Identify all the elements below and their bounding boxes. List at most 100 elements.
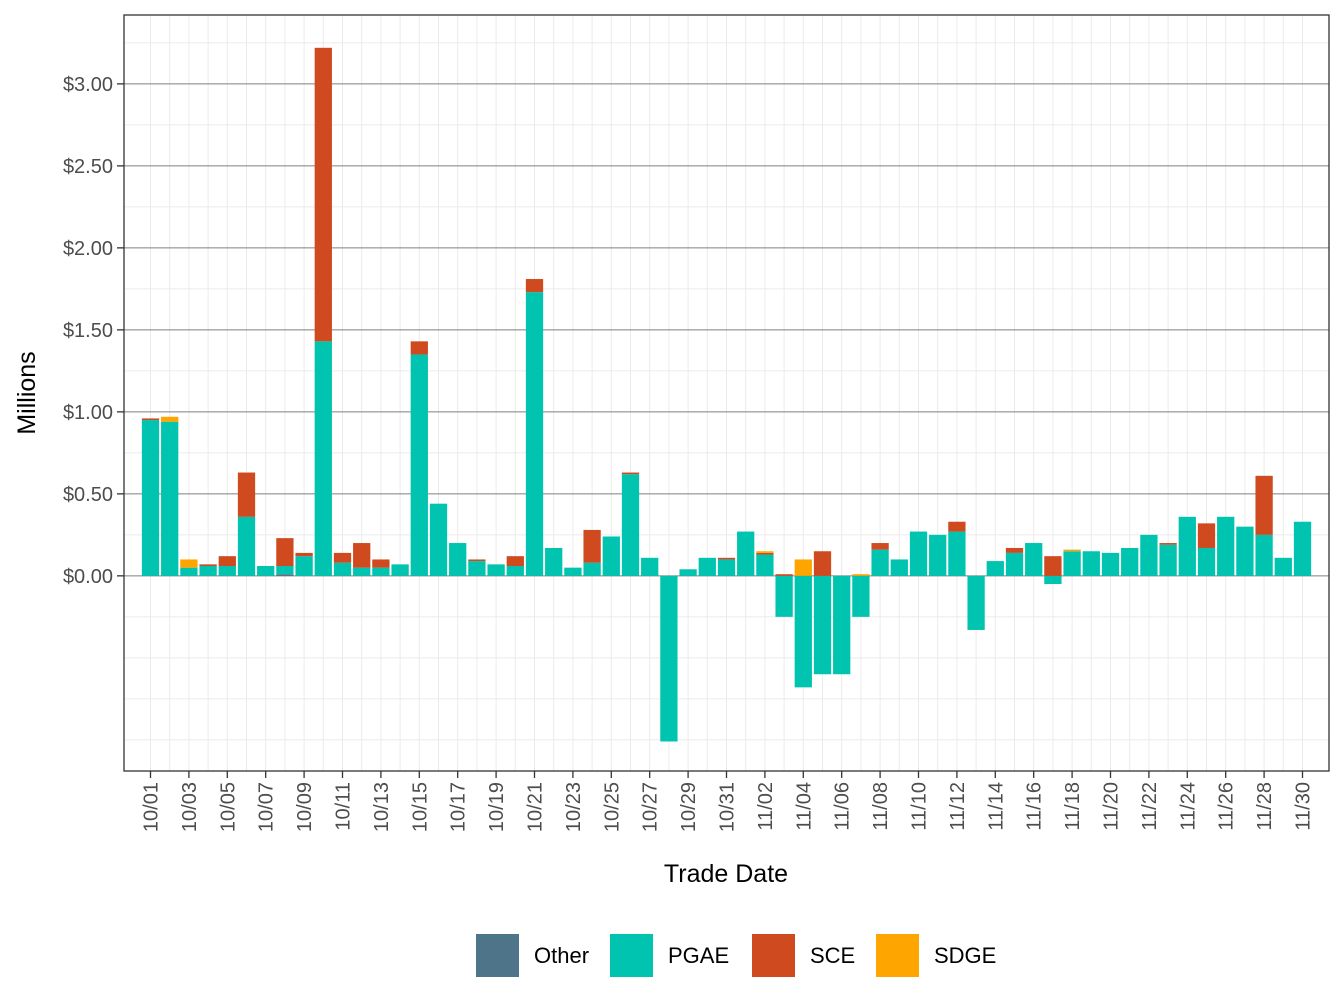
- y-tick-label: $2.50: [63, 156, 113, 178]
- bar-pgae-11-17: [1044, 575, 1062, 585]
- bar-sce-11-03: [775, 574, 793, 576]
- bar-pgae-11-01: [737, 531, 755, 576]
- bar-pgae-11-21: [1121, 547, 1139, 576]
- x-tick-label: 11/14: [985, 782, 1007, 831]
- x-tick-label: 10/23: [563, 782, 585, 832]
- x-tick-label: 11/08: [870, 782, 892, 831]
- bar-sce-10-01: [141, 418, 160, 421]
- bar-sce-11-12: [948, 521, 966, 532]
- bar-sdge-11-07: [852, 574, 870, 576]
- x-tick-label: 10/13: [371, 782, 393, 832]
- y-tick-label: $3.00: [63, 74, 113, 96]
- bar-sce-11-25: [1197, 523, 1216, 548]
- x-tick-label: 10/17: [448, 782, 470, 832]
- bar-sce-11-23: [1159, 543, 1177, 545]
- bar-sdge-10-02: [161, 416, 179, 422]
- bars-layer: [141, 47, 1312, 742]
- bar-sce-10-06: [237, 472, 256, 517]
- x-tick-label: 11/10: [909, 782, 931, 831]
- bar-pgae-11-22: [1140, 534, 1158, 576]
- y-tick-label: $1.00: [63, 402, 113, 424]
- x-tick-label: 10/19: [486, 782, 508, 832]
- bar-pgae-11-04: [794, 575, 812, 688]
- x-tick-label: 10/21: [525, 782, 547, 832]
- bar-pgae-11-28: [1255, 534, 1273, 576]
- bar-pgae-11-26: [1217, 516, 1235, 576]
- bar-sce-10-11: [333, 552, 352, 563]
- bar-pgae-10-09: [295, 556, 313, 576]
- bar-pgae-10-14: [391, 564, 409, 576]
- bar-pgae-10-27: [641, 557, 659, 576]
- bar-pgae-10-19: [487, 564, 505, 576]
- bar-pgae-11-23: [1159, 544, 1177, 576]
- bar-pgae-11-24: [1178, 516, 1196, 576]
- bar-other-10-08: [276, 574, 294, 576]
- bar-sce-11-28: [1255, 475, 1273, 535]
- bar-pgae-10-22: [545, 547, 563, 576]
- bar-pgae-10-08: [276, 566, 294, 575]
- bar-sce-10-12: [353, 543, 371, 568]
- legend-label-pgae: PGAE: [668, 943, 729, 968]
- x-axis-title: Trade Date: [664, 860, 788, 888]
- bar-pgae-10-12: [353, 567, 371, 576]
- bar-pgae-11-03: [775, 575, 793, 617]
- bar-pgae-10-11: [333, 562, 352, 576]
- bar-sce-10-21: [525, 279, 544, 293]
- legend-label-other: Other: [534, 943, 589, 968]
- x-tick-label: 10/25: [601, 782, 623, 832]
- x-tick-label: 11/16: [1024, 782, 1046, 831]
- bar-pgae-11-20: [1101, 552, 1120, 576]
- bar-pgae-11-11: [929, 534, 947, 576]
- bar-sce-11-15: [1005, 547, 1024, 553]
- bar-sce-10-04: [199, 564, 217, 567]
- bar-pgae-11-16: [1025, 543, 1043, 576]
- bar-sdge-11-18: [1063, 549, 1081, 552]
- legend-key-pgae: [610, 934, 653, 977]
- bar-sdge-11-02: [756, 551, 774, 553]
- bar-sce-11-02: [756, 552, 774, 555]
- bar-pgae-11-06: [833, 575, 851, 675]
- legend-key-sce: [752, 934, 795, 977]
- bar-pgae-10-26: [621, 474, 640, 576]
- bar-sce-10-15: [410, 341, 428, 355]
- bar-sdge-11-04: [794, 559, 812, 576]
- bar-pgae-10-07: [257, 566, 275, 576]
- x-tick-label: 10/03: [179, 782, 201, 832]
- bar-pgae-11-10: [909, 531, 928, 576]
- legend-key-other: [476, 934, 519, 977]
- legend-label-sdge: SDGE: [934, 943, 996, 968]
- bar-pgae-10-03: [180, 567, 198, 576]
- x-tick-label: 11/06: [832, 782, 854, 831]
- bar-pgae-11-18: [1063, 551, 1081, 576]
- bar-pgae-11-13: [967, 575, 985, 630]
- x-tick-label: 11/20: [1101, 782, 1123, 831]
- bar-sce-10-13: [372, 559, 390, 568]
- bar-sce-10-31: [717, 557, 736, 560]
- bar-pgae-10-04: [199, 566, 217, 576]
- x-tick-label: 11/28: [1254, 782, 1276, 831]
- bar-pgae-10-06: [237, 516, 256, 576]
- bar-sce-11-17: [1044, 556, 1062, 576]
- x-tick-label: 10/05: [217, 782, 239, 832]
- bar-pgae-11-30: [1293, 521, 1312, 576]
- bar-pgae-11-25: [1197, 547, 1216, 576]
- x-tick-label: 10/29: [678, 782, 700, 832]
- bar-sce-10-24: [583, 529, 601, 563]
- bar-pgae-11-07: [852, 575, 870, 617]
- x-tick-label: 11/26: [1216, 782, 1238, 831]
- bar-pgae-11-29: [1274, 557, 1292, 576]
- bar-pgae-10-05: [218, 566, 236, 576]
- y-tick-label: $2.00: [63, 238, 113, 260]
- x-tick-label: 10/01: [141, 782, 163, 832]
- y-axis-title: Millions: [13, 351, 41, 434]
- bar-pgae-10-24: [583, 562, 601, 576]
- bar-pgae-10-23: [564, 567, 582, 576]
- bar-pgae-10-10: [314, 341, 332, 576]
- bar-pgae-11-14: [986, 561, 1004, 576]
- bar-pgae-11-02: [756, 554, 774, 576]
- bar-sce-10-26: [621, 472, 640, 475]
- y-axis: $0.00 $0.50 $1.00 $1.50 $2.00 $2.50 $3.00: [63, 74, 124, 588]
- x-tick-label: 10/11: [333, 782, 355, 831]
- bar-pgae-11-27: [1236, 526, 1254, 576]
- bar-pgae-10-13: [372, 567, 390, 576]
